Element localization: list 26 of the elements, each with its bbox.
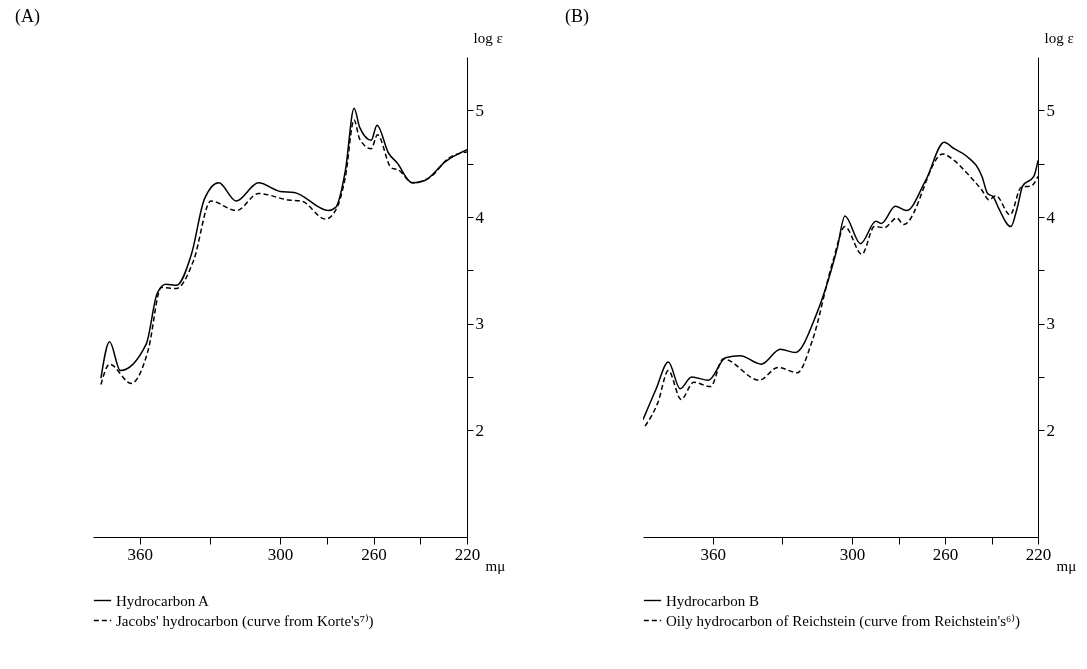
x-tick-label: 260 — [932, 544, 959, 564]
x-tick-label: 220 — [454, 544, 481, 564]
x-tick-label: 260 — [361, 544, 387, 564]
x-axis-title: mμ — [1056, 557, 1077, 574]
y-tick-label: 4 — [475, 207, 485, 227]
y-tick-label: 3 — [1046, 314, 1055, 334]
x-tick-label: 360 — [700, 544, 726, 564]
legend-label: Hydrocarbon B — [666, 592, 759, 609]
y-tick-label: 2 — [1046, 420, 1055, 440]
y-tick-label: 5 — [1046, 100, 1055, 120]
y-axis-title: log ε — [1044, 29, 1074, 46]
x-axis-title: mμ — [485, 557, 506, 574]
legend-label: Hydrocarbon A — [116, 592, 210, 609]
legend-label: Jacobs' hydrocarbon (curve from Korte's⁷⁾) — [116, 612, 374, 630]
y-axis-title: log ε — [473, 29, 503, 46]
y-tick-label: 2 — [475, 420, 484, 440]
y-tick-label: 4 — [1046, 207, 1056, 227]
x-tick-label: 220 — [1025, 544, 1052, 564]
x-tick-label: 360 — [127, 544, 153, 564]
chart-title: (B) — [565, 6, 589, 27]
y-tick-label: 5 — [475, 100, 484, 120]
y-tick-label: 3 — [475, 314, 484, 334]
x-tick-label: 300 — [267, 544, 294, 564]
x-tick-label: 300 — [839, 544, 866, 564]
legend-label: Oily hydrocarbon of Reichstein (curve from Reichstein's⁶⁾) — [666, 612, 1021, 630]
chart-title: (A) — [15, 6, 40, 27]
